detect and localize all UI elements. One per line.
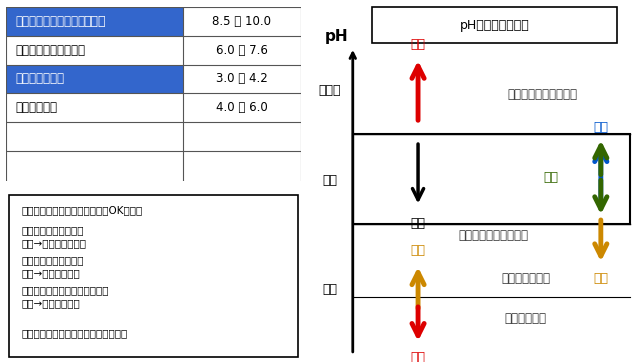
- FancyBboxPatch shape: [6, 7, 301, 36]
- FancyBboxPatch shape: [6, 64, 183, 93]
- Text: 指示薬の変色域は覚えなくてもOKです。: 指示薬の変色域は覚えなくてもOKです。: [21, 205, 142, 215]
- Text: 青色: 青色: [593, 121, 609, 134]
- Text: 黄色: 黄色: [410, 244, 426, 257]
- Text: ブロモチモールブルー: ブロモチモールブルー: [458, 229, 528, 242]
- FancyBboxPatch shape: [6, 93, 183, 122]
- Text: →変色域が塩基性: →変色域が塩基性: [21, 239, 86, 248]
- Text: メチルレッド: メチルレッド: [15, 101, 57, 114]
- Text: フェノールフタレイン: フェノールフタレイン: [507, 88, 577, 101]
- Text: 3.0 ～ 4.2: 3.0 ～ 4.2: [216, 72, 268, 85]
- Text: フェノールフタレイン: フェノールフタレイン: [15, 15, 85, 28]
- Text: 酸性: 酸性: [323, 283, 337, 296]
- Text: メチルオレンジ: メチルオレンジ: [501, 272, 550, 285]
- Text: 赤色: 赤色: [410, 38, 426, 51]
- Text: pHと指示薬の変色: pHと指示薬の変色: [460, 19, 530, 32]
- FancyBboxPatch shape: [6, 7, 183, 36]
- FancyBboxPatch shape: [183, 64, 301, 93]
- FancyBboxPatch shape: [183, 93, 301, 122]
- Text: ブロモチモールブルー: ブロモチモールブルー: [21, 255, 84, 265]
- Text: メチルオレンジ・メチルレッド: メチルオレンジ・メチルレッド: [21, 285, 109, 295]
- FancyBboxPatch shape: [372, 7, 617, 43]
- Text: 変色域(pH): 変色域(pH): [215, 15, 269, 28]
- FancyBboxPatch shape: [10, 195, 298, 357]
- Text: 無色: 無色: [410, 217, 426, 230]
- Text: 指示薬: 指示薬: [83, 15, 106, 28]
- FancyBboxPatch shape: [6, 36, 183, 64]
- FancyBboxPatch shape: [353, 134, 630, 224]
- FancyBboxPatch shape: [183, 36, 301, 64]
- Text: 中性: 中性: [323, 174, 337, 188]
- Text: メチルオレンジ: メチルオレンジ: [15, 72, 64, 85]
- Text: 4.0 ～ 6.0: 4.0 ～ 6.0: [216, 101, 268, 114]
- Text: メチルレッド: メチルレッド: [505, 312, 547, 325]
- Text: 塩基性: 塩基性: [319, 84, 341, 97]
- Text: 赤色: 赤色: [410, 351, 426, 362]
- Text: pH: pH: [324, 29, 348, 44]
- Text: フェノールフタレイン: フェノールフタレイン: [21, 225, 84, 235]
- FancyBboxPatch shape: [183, 7, 301, 36]
- Text: →変色域が中性: →変色域が中性: [21, 269, 80, 278]
- Text: であることを覚えておいてください。: であることを覚えておいてください。: [21, 328, 127, 338]
- Text: 6.0 ～ 7.6: 6.0 ～ 7.6: [216, 44, 268, 57]
- Text: 緑色: 緑色: [543, 171, 558, 184]
- Text: →変色域が酸性: →変色域が酸性: [21, 298, 80, 308]
- Text: ブロモチモールブルー: ブロモチモールブルー: [15, 44, 85, 57]
- Text: 8.5 ～ 10.0: 8.5 ～ 10.0: [212, 15, 271, 28]
- Text: 黄色: 黄色: [593, 272, 609, 285]
